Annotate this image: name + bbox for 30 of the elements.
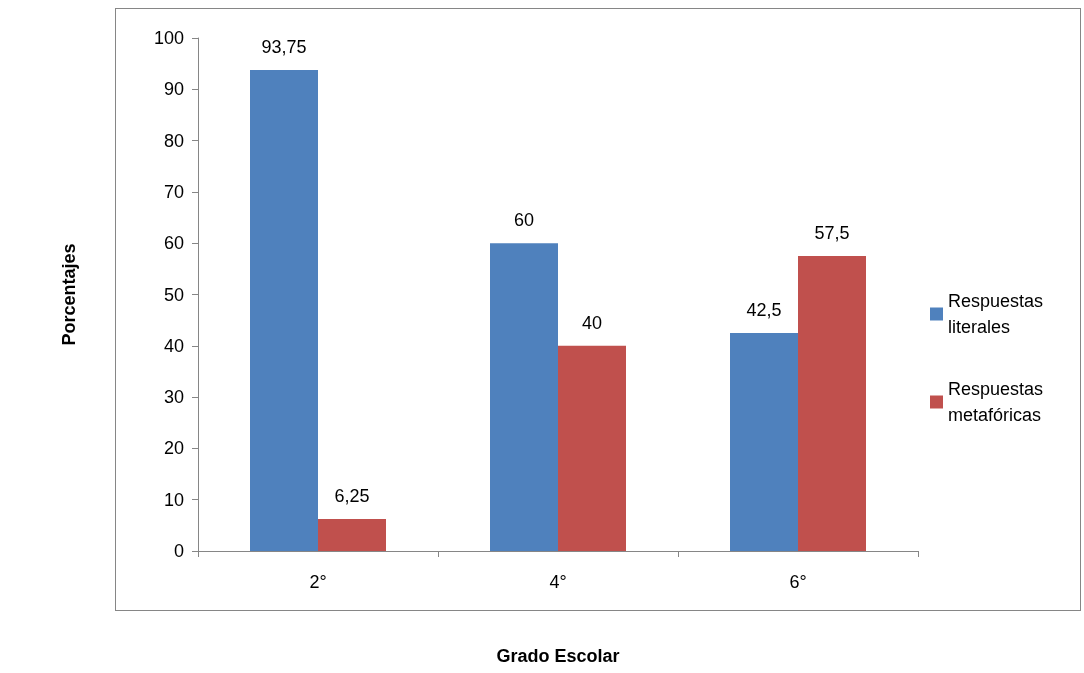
y-tick-label: 30 — [163, 387, 184, 408]
bar — [318, 518, 386, 551]
data-label: 6,25 — [334, 485, 370, 506]
y-tick-label: 100 — [153, 28, 184, 48]
y-tick-label: 70 — [163, 181, 184, 202]
x-tick-label: 6° — [789, 572, 807, 592]
legend-label: Respuestas literales — [948, 291, 1049, 337]
y-tick-label: 10 — [163, 489, 184, 510]
legend-label: Respuestas metafóricas — [948, 379, 1049, 425]
y-tick-label: 80 — [163, 130, 184, 151]
y-tick-label: 60 — [163, 233, 184, 254]
y-tick-label: 50 — [163, 284, 184, 305]
x-tick-label: 4° — [549, 572, 567, 592]
data-label: 42,5 — [746, 299, 782, 320]
y-tick-label: 90 — [163, 79, 184, 100]
bar — [250, 70, 318, 551]
y-tick-label: 0 — [173, 541, 184, 561]
data-label: 40 — [581, 312, 603, 333]
x-axis-title: Grado Escolar — [496, 646, 620, 666]
bar — [730, 332, 798, 551]
bar — [490, 243, 558, 551]
data-label: 93,75 — [261, 37, 307, 58]
y-tick-label: 40 — [163, 335, 184, 356]
bar — [798, 256, 866, 551]
x-tick-label: 2° — [309, 572, 327, 592]
bar — [558, 345, 626, 551]
data-label: 57,5 — [814, 223, 850, 244]
y-axis-title: Porcentajes — [59, 243, 79, 346]
y-tick-label: 20 — [163, 438, 184, 459]
data-label: 60 — [513, 210, 535, 231]
